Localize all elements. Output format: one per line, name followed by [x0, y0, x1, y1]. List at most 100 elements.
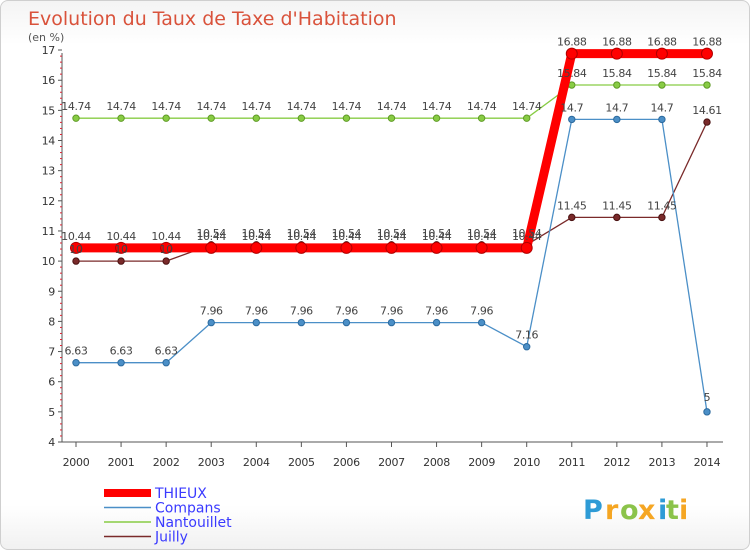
data-label-thieux: 16.88	[692, 36, 722, 49]
data-label-compans: 5	[704, 391, 711, 404]
series-point-compans	[162, 359, 170, 367]
series-point-thieux	[295, 241, 308, 254]
x-tick-label: 2000	[63, 456, 90, 469]
data-label-compans: 7.96	[380, 305, 403, 318]
data-label-thieux: 10.44	[61, 230, 91, 243]
legend-label-compans: Compans	[155, 501, 221, 517]
data-label-juilly: 10	[69, 243, 83, 256]
series-point-nantouillet	[207, 114, 215, 122]
legend-label-juilly: Juilly	[154, 530, 188, 546]
data-label-nantouillet: 14.74	[467, 100, 497, 113]
data-label-thieux: 10.44	[467, 230, 497, 243]
series-point-thieux	[160, 241, 173, 254]
series-point-nantouillet	[523, 114, 531, 122]
y-tick-label: 10	[42, 255, 56, 268]
series-point-compans	[568, 115, 576, 124]
data-label-thieux: 10.44	[512, 230, 542, 243]
series-point-juilly	[72, 257, 80, 265]
y-tick-label: 11	[42, 225, 55, 238]
series-point-compans	[207, 318, 215, 327]
data-label-nantouillet: 14.74	[422, 100, 452, 113]
x-tick-label: 2002	[153, 456, 180, 469]
data-label-thieux: 10.44	[106, 230, 136, 243]
x-tick-label: 2009	[468, 456, 495, 469]
data-label-nantouillet: 15.84	[692, 67, 722, 80]
data-label-compans: 14.7	[650, 101, 673, 114]
x-tick-label: 2013	[649, 456, 676, 469]
series-point-nantouillet	[252, 114, 260, 122]
series-point-nantouillet	[432, 114, 441, 122]
series-point-juilly	[162, 257, 170, 265]
series-point-nantouillet	[162, 114, 170, 122]
series-point-compans	[387, 318, 396, 327]
series-point-compans	[703, 408, 711, 416]
x-tick-label: 2005	[288, 456, 315, 469]
legend-label-nantouillet: Nantouillet	[155, 515, 232, 531]
y-tick-label: 8	[48, 315, 55, 328]
series-point-nantouillet	[703, 81, 711, 89]
y-tick-label: 6	[48, 376, 55, 389]
data-label-thieux: 10.44	[151, 230, 181, 243]
data-label-juilly: 10	[160, 243, 174, 256]
series-point-compans	[477, 318, 486, 327]
data-label-nantouillet: 14.74	[377, 100, 407, 113]
data-label-thieux: 16.88	[647, 36, 677, 49]
series-point-thieux	[520, 241, 533, 254]
data-label-thieux: 10.44	[332, 230, 362, 243]
data-label-juilly: 10.54	[242, 227, 272, 240]
series-point-juilly	[117, 257, 125, 265]
x-axis-ticks: 2000 2001 2002 2003 2004 2005 2006 2007 2008 2009…	[63, 442, 721, 469]
series-point-compans	[658, 115, 666, 124]
series-point-juilly	[658, 213, 666, 222]
y-tick-label: 14	[42, 135, 56, 148]
data-label-compans: 7.96	[200, 305, 223, 318]
proxiti-logo-letter: o	[620, 495, 639, 526]
data-label-juilly: 14.61	[692, 104, 722, 117]
series-point-thieux	[700, 47, 713, 60]
data-label-thieux: 10.44	[422, 230, 452, 243]
data-label-compans: 7.96	[425, 305, 448, 318]
data-label-compans: 14.7	[605, 101, 628, 114]
data-labels: 10.44 10.44 10.44 10.44 10.44 10.44 10.44 10.44…	[61, 36, 722, 404]
x-tick-label: 2003	[198, 456, 225, 469]
y-tick-label: 13	[42, 165, 56, 178]
data-label-thieux: 16.88	[602, 36, 632, 49]
proxiti-logo-letter: i	[658, 495, 667, 526]
data-label-compans: 6.63	[155, 345, 178, 358]
data-label-nantouillet: 15.84	[557, 67, 587, 80]
data-label-nantouillet: 14.74	[196, 100, 226, 113]
series-point-compans	[72, 359, 80, 367]
series-point-thieux	[475, 241, 488, 254]
data-label-juilly: 10.54	[512, 227, 542, 240]
x-tick-label: 2014	[694, 456, 721, 469]
series-point-compans	[252, 318, 260, 327]
data-label-nantouillet: 15.84	[647, 67, 677, 80]
data-label-compans: 7.96	[290, 305, 313, 318]
data-label-compans: 14.7	[560, 101, 583, 114]
data-label-juilly: 10.54	[332, 227, 362, 240]
series-point-compans	[432, 318, 441, 327]
data-label-nantouillet: 14.74	[242, 100, 272, 113]
y-tick-label: 7	[48, 346, 55, 359]
x-tick-label: 2004	[243, 456, 270, 469]
series-point-nantouillet	[658, 81, 666, 89]
x-tick-label: 2001	[108, 456, 135, 469]
x-tick-label: 2007	[378, 456, 405, 469]
series-point-thieux	[340, 241, 353, 254]
series-point-compans	[523, 343, 531, 351]
x-tick-label: 2010	[513, 456, 540, 469]
series-point-thieux	[565, 47, 578, 60]
data-label-compans: 7.96	[335, 305, 358, 318]
series-point-compans	[342, 318, 351, 327]
x-tick-label: 2006	[333, 456, 360, 469]
data-label-thieux: 10.44	[196, 230, 226, 243]
data-label-juilly: 11.45	[602, 199, 632, 212]
y-tick-label: 5	[48, 406, 55, 419]
data-label-juilly: 11.45	[647, 199, 677, 212]
series-point-thieux	[250, 241, 263, 254]
series-point-nantouillet	[477, 114, 486, 122]
series-point-juilly	[568, 213, 576, 222]
